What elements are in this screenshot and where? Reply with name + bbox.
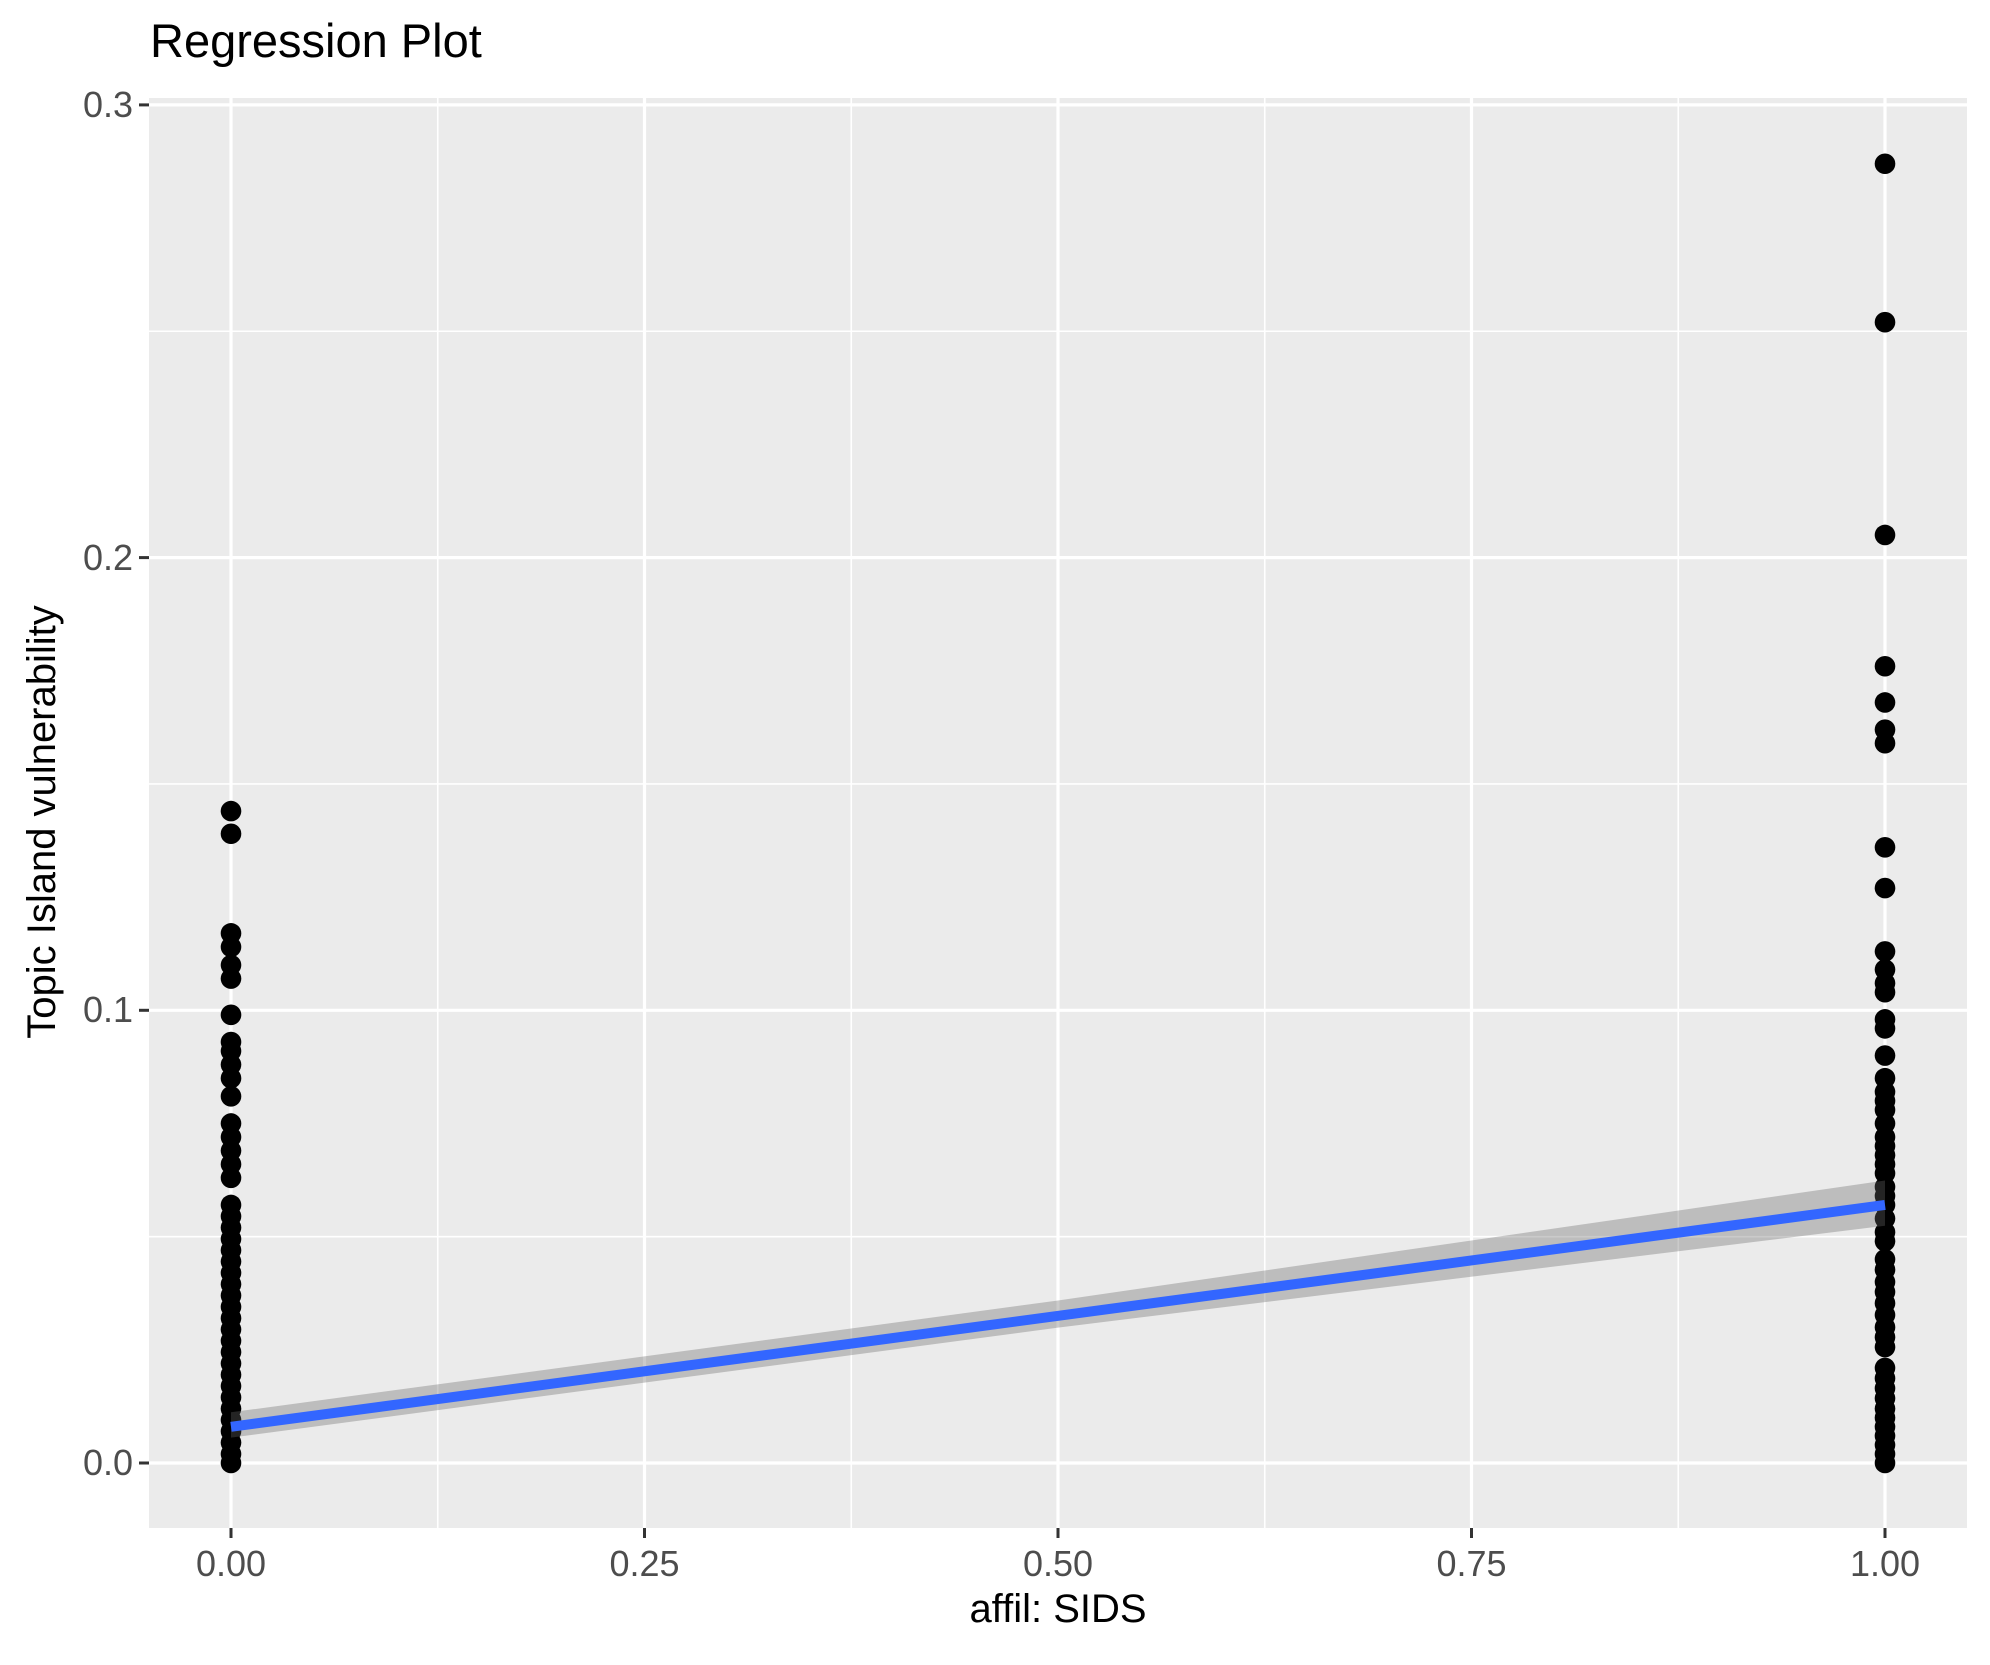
y-tick-label: 0.3 (82, 83, 133, 125)
data-point (1874, 153, 1896, 175)
data-point (1874, 732, 1896, 754)
data-point (220, 823, 242, 845)
x-tick-label: 0.75 (1436, 1543, 1507, 1584)
x-tick-label: 0.50 (1022, 1543, 1094, 1584)
x-tick-label: 0.00 (195, 1543, 267, 1584)
data-point (1874, 1336, 1896, 1358)
y-tick-label: 0.1 (82, 989, 133, 1031)
x-tick-label: 1.00 (1849, 1543, 1921, 1584)
data-point (220, 1086, 242, 1107)
data-point (1874, 837, 1896, 858)
data-point (1874, 311, 1896, 333)
data-point (220, 936, 242, 958)
y-tick-label: 0.0 (82, 1442, 133, 1483)
data-point (220, 1067, 242, 1089)
data-point (220, 1004, 242, 1026)
y-axis-title: Topic Island vulnerability (20, 605, 64, 1039)
x-axis-title: affil: SIDS (969, 1587, 1147, 1631)
data-point (1874, 941, 1896, 962)
data-point (220, 968, 242, 989)
data-point (220, 800, 242, 822)
data-point (1874, 1018, 1896, 1039)
data-point (1874, 655, 1896, 677)
data-point (1874, 981, 1896, 1003)
data-point (1874, 877, 1896, 899)
data-point (1874, 1045, 1896, 1066)
data-point (1874, 692, 1896, 713)
regression-line (230, 1200, 1886, 1432)
x-tick-label: 0.25 (609, 1543, 680, 1584)
data-point (1874, 1452, 1896, 1474)
data-point (1874, 1230, 1896, 1252)
data-point (1874, 524, 1896, 546)
data-point (220, 1167, 242, 1189)
plot-title: Regression Plot (150, 14, 482, 67)
y-tick-label: 0.2 (82, 536, 133, 578)
data-point (220, 1452, 242, 1474)
